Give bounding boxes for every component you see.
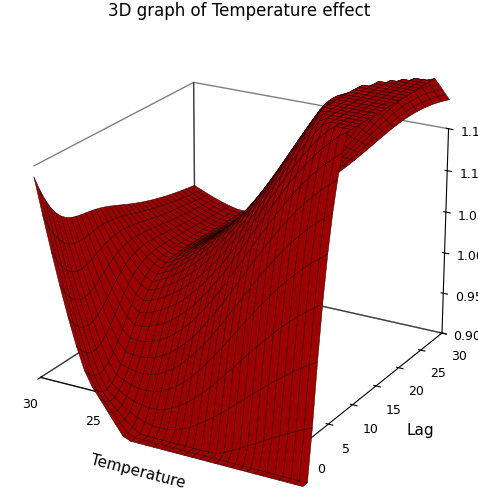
Y-axis label: Lag: Lag — [406, 424, 434, 438]
X-axis label: Temperature: Temperature — [89, 453, 186, 492]
Title: 3D graph of Temperature effect: 3D graph of Temperature effect — [108, 2, 370, 20]
